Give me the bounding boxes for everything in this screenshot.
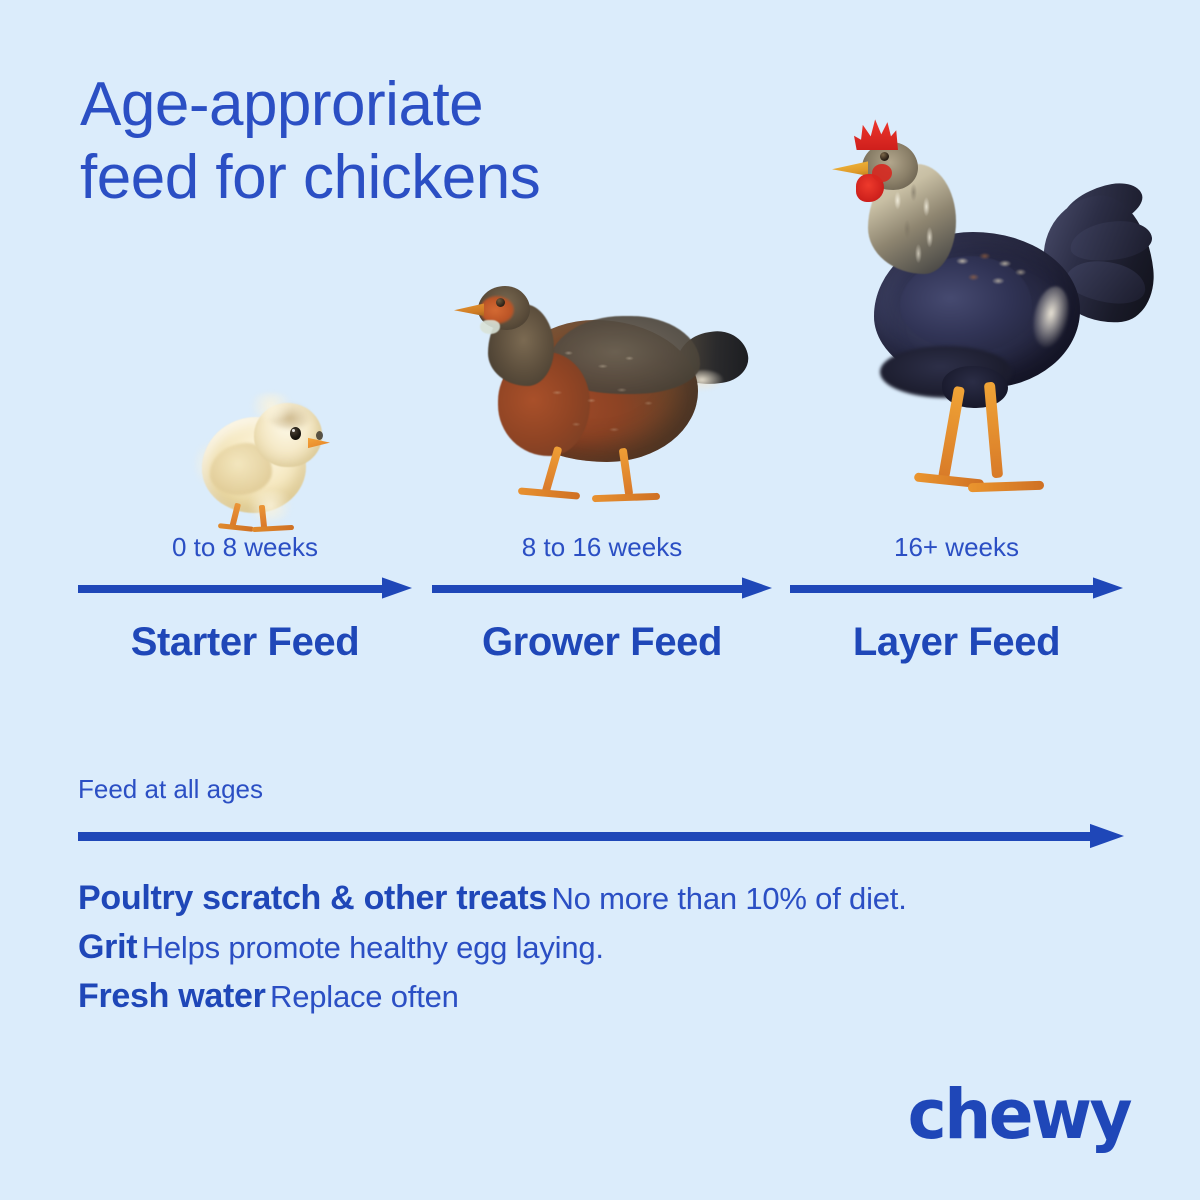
stage-age-label: 16+ weeks — [893, 532, 1020, 562]
arrow-head-icon — [742, 577, 772, 599]
note-item: Poultry scratch & other treats No more t… — [78, 876, 1138, 921]
all-ages-section: Feed at all ages — [78, 774, 1124, 849]
stage-arrow — [78, 576, 412, 600]
chewy-logo: chewy — [907, 1074, 1133, 1155]
all-ages-notes: Poultry scratch & other treats No more t… — [78, 876, 1138, 1023]
stage-layer: 16+ weeks Layer Feed — [790, 534, 1123, 662]
stage-feed-label: Layer Feed — [852, 620, 1061, 664]
chick-image — [194, 393, 336, 533]
note-term: Poultry scratch & other treats — [78, 879, 548, 917]
all-ages-arrow — [78, 822, 1124, 849]
note-term: Fresh water — [78, 976, 266, 1015]
note-term: Grit — [78, 927, 138, 966]
stage-arrow — [790, 576, 1123, 600]
chicken-illustrations — [0, 70, 1200, 540]
arrow-shaft — [78, 832, 1092, 841]
page-title: Age-approriate feed for chickens — [80, 70, 541, 213]
stage-age-label: 8 to 16 weeks — [521, 532, 683, 562]
stage-feed-label: Grower Feed — [481, 620, 723, 664]
all-ages-caption: Feed at all ages — [78, 774, 264, 804]
arrow-head-icon — [1090, 823, 1124, 849]
stage-feed-label: Starter Feed — [130, 620, 360, 664]
stage-age-label: 0 to 8 weeks — [172, 532, 318, 562]
stage-grower: 8 to 16 weeks Grower Feed — [432, 534, 772, 662]
arrow-shaft — [790, 585, 1095, 593]
stage-arrow — [432, 576, 772, 600]
note-item: Fresh water Replace often — [78, 974, 1138, 1019]
note-item: Grit Helps promote healthy egg laying. — [78, 925, 1138, 970]
note-desc: Replace often — [270, 978, 459, 1014]
arrow-shaft — [432, 585, 744, 593]
pullet-image — [452, 278, 762, 528]
feed-timeline: 0 to 8 weeks Starter Feed 8 to 16 weeks … — [0, 534, 1200, 684]
arrow-shaft — [78, 585, 384, 593]
hen-image — [822, 90, 1159, 530]
note-desc: No more than 10% of diet. — [551, 881, 907, 916]
stage-starter: 0 to 8 weeks Starter Feed — [78, 534, 412, 662]
arrow-head-icon — [1093, 577, 1123, 599]
note-desc: Helps promote healthy egg laying. — [141, 929, 604, 965]
arrow-head-icon — [382, 577, 412, 599]
